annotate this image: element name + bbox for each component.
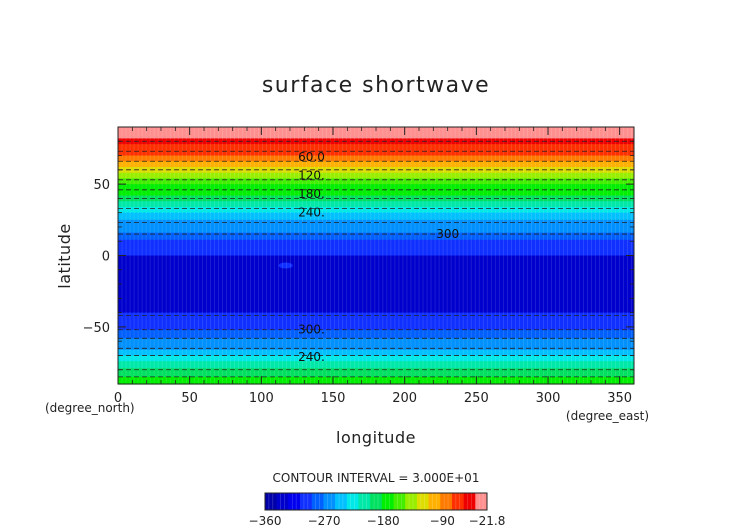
x-tick-label-1: 50 bbox=[181, 391, 198, 406]
contour-label-6: 240. bbox=[298, 350, 325, 364]
colorbar-swatch-9 bbox=[370, 493, 383, 510]
contour-label-2: 180. bbox=[298, 187, 325, 201]
colorbar: −360 −270 −180 −90 −21.8 bbox=[249, 492, 506, 528]
y-axis-label: latitude bbox=[55, 223, 74, 288]
colorbar-swatch-16 bbox=[451, 493, 464, 510]
band-12 bbox=[118, 201, 634, 208]
band-22 bbox=[118, 338, 634, 345]
y-tick-label-0: −50 bbox=[83, 321, 110, 336]
x-tick-label-2: 100 bbox=[249, 391, 274, 406]
band-5 bbox=[118, 161, 634, 168]
band-9 bbox=[118, 184, 634, 191]
band-26 bbox=[118, 361, 634, 369]
band-16 bbox=[118, 225, 634, 234]
colorbar-tick-label-1: −270 bbox=[308, 514, 341, 528]
band-19 bbox=[118, 255, 634, 314]
colorbar-swatch-11 bbox=[393, 493, 406, 510]
colorbar-swatch-5 bbox=[323, 493, 336, 510]
chart-title: surface shortwave bbox=[262, 73, 490, 98]
y-tick-label-2: 50 bbox=[93, 178, 110, 193]
band-20 bbox=[118, 312, 634, 331]
colorbar-swatch-15 bbox=[440, 493, 453, 510]
y-tick-label-1: 0 bbox=[102, 250, 110, 265]
band-4 bbox=[118, 155, 634, 162]
x-tick-label-0: 0 bbox=[114, 391, 122, 406]
y-axis: −50 0 50 bbox=[83, 140, 634, 371]
band-13 bbox=[118, 206, 634, 214]
colorbar-frame bbox=[264, 492, 488, 511]
band-23 bbox=[118, 344, 634, 351]
band-25 bbox=[118, 355, 634, 362]
colorbar-tick-label-4: −21.8 bbox=[469, 514, 506, 528]
colorbar-swatch-10 bbox=[381, 493, 394, 510]
band-27 bbox=[118, 368, 634, 378]
feature-0 bbox=[278, 262, 293, 269]
contour-interval-text: CONTOUR INTERVAL = 3.000E+01 bbox=[273, 471, 480, 485]
x-tick-label-4: 200 bbox=[392, 391, 417, 406]
colorbar-tick-label-3: −90 bbox=[430, 514, 455, 528]
band-24 bbox=[118, 349, 634, 357]
x-unit-label: (degree_east) bbox=[566, 409, 649, 423]
contour-label-5: 300. bbox=[298, 323, 325, 337]
x-tick-label-5: 250 bbox=[464, 391, 489, 406]
colorbar-swatch-13 bbox=[416, 493, 429, 510]
contour-label-1: 120. bbox=[298, 169, 325, 183]
x-axis-label: longitude bbox=[336, 428, 416, 447]
band-10 bbox=[118, 189, 634, 197]
colorbar-swatch-18 bbox=[475, 493, 488, 510]
x-tick-label-6: 300 bbox=[536, 391, 561, 406]
x-tick-label-7: 350 bbox=[607, 391, 632, 406]
contour-label-0: 60.0 bbox=[298, 150, 325, 164]
colorbar-tick-label-2: −180 bbox=[367, 514, 400, 528]
band-8 bbox=[118, 178, 634, 185]
colorbar-swatch-14 bbox=[428, 493, 441, 510]
band-21 bbox=[118, 329, 634, 339]
band-17 bbox=[118, 232, 634, 241]
colorbar-swatch-2 bbox=[288, 493, 301, 510]
colorbar-tick-label-0: −360 bbox=[249, 514, 282, 528]
colorbar-swatch-8 bbox=[358, 493, 371, 510]
contour-label-3: 240. bbox=[298, 206, 325, 220]
y-unit-label: (degree_north) bbox=[45, 401, 135, 415]
colorbar-swatch-3 bbox=[300, 493, 313, 510]
x-axis: 0 50 100 150 200 250 300 350 bbox=[114, 127, 632, 406]
colorbar-swatch-4 bbox=[311, 493, 324, 510]
colorbar-swatch-6 bbox=[335, 493, 348, 510]
colorbar-swatch-12 bbox=[405, 493, 418, 510]
plot-area: 60.0 120. 180. 240. 300 300. 240. bbox=[117, 126, 635, 385]
band-2 bbox=[118, 144, 634, 151]
colorbar-swatch-7 bbox=[346, 493, 359, 510]
contour-label-4: 300 bbox=[436, 227, 459, 241]
band-14 bbox=[118, 212, 634, 221]
band-3 bbox=[118, 149, 634, 157]
colorbar-swatch-0 bbox=[265, 493, 277, 510]
x-tick-label-3: 150 bbox=[321, 391, 346, 406]
colorbar-swatch-17 bbox=[463, 493, 476, 510]
colorbar-swatch-1 bbox=[276, 493, 289, 510]
band-7 bbox=[118, 172, 634, 179]
band-18 bbox=[118, 239, 634, 257]
